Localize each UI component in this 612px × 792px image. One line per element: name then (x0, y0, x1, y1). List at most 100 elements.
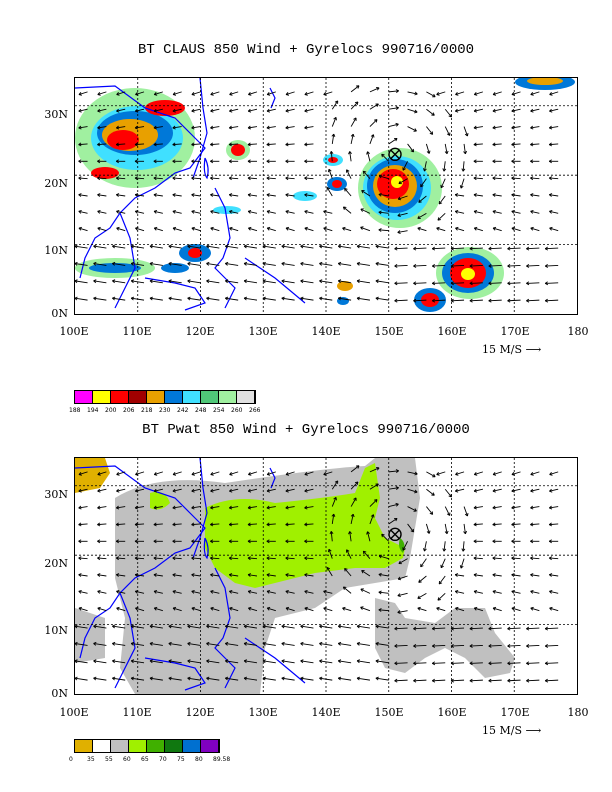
wind-vector-head (134, 159, 138, 162)
wind-vector-head (172, 556, 176, 559)
wind-vector-head (229, 92, 232, 95)
wind-vector (369, 134, 374, 145)
wind-vector (75, 643, 88, 646)
wind-vector (75, 660, 88, 664)
wind-vector (131, 643, 145, 646)
wind-vector (78, 126, 88, 129)
colorbar-label: 188 (69, 407, 81, 414)
wind-vector (530, 590, 540, 594)
wind-vector-head (319, 279, 323, 282)
wind-vector-head (450, 626, 454, 630)
wind-vector (507, 264, 521, 267)
wind-vector-head (474, 606, 478, 609)
wind-vector (507, 644, 521, 647)
wind-vector-head (172, 606, 177, 609)
wind-vector (455, 574, 465, 577)
panel2-lat-0n: 0N (51, 687, 68, 700)
panel2-colorbar-labels: 0 35 55 60 65 70 75 80 89.58 (69, 756, 269, 766)
wind-vector-head (492, 108, 496, 112)
wind-vector-head (247, 488, 251, 492)
wind-vector (526, 662, 540, 664)
wind-vector-head (398, 180, 401, 184)
wind-vector-head (488, 281, 492, 284)
wind-vector-head (492, 226, 497, 229)
colorbar-swatch (201, 740, 219, 752)
wind-vector (266, 574, 276, 577)
wind-vector (413, 282, 427, 284)
wind-vector (488, 662, 502, 664)
wind-vector (172, 590, 182, 594)
wind-vector (492, 590, 502, 594)
wind-vector (210, 210, 220, 214)
wind-vector (473, 574, 483, 577)
wind-vector (492, 194, 502, 197)
wind-vector (530, 177, 540, 180)
wind-vector-head (206, 624, 210, 627)
wind-vector (432, 679, 446, 682)
panel1-lon-160e: 160E (437, 325, 467, 338)
wind-vector-head (429, 512, 433, 515)
wind-vector-head (130, 296, 135, 299)
wind-vector-head (247, 176, 251, 179)
wind-vector (469, 679, 483, 682)
wind-vector (229, 590, 239, 594)
wind-vector (285, 471, 295, 475)
wind-vector (112, 677, 126, 681)
wind-vector (432, 247, 446, 250)
wind-vector-head (304, 505, 308, 509)
wind-vector-head (266, 209, 271, 212)
wind-vector (172, 227, 182, 232)
wind-vector (360, 226, 371, 232)
wind-vector-head (356, 101, 359, 105)
wind-vector (436, 227, 446, 232)
wind-vector (455, 227, 465, 232)
gyre-marker-cross (390, 149, 400, 159)
wind-vector-head (511, 488, 515, 492)
wind-vector (417, 212, 427, 219)
wind-vector (266, 523, 276, 526)
wind-vector-head (149, 659, 153, 662)
wind-vector-head (363, 170, 367, 173)
wind-vector (172, 210, 182, 214)
wind-vector-head (267, 606, 271, 609)
wind-vector (244, 297, 258, 301)
panel1-lon-150e: 150E (374, 325, 404, 338)
wind-vector (413, 299, 427, 302)
wind-vector (338, 677, 352, 681)
wind-vector-head (356, 641, 361, 644)
wind-vector-head (437, 597, 440, 601)
wind-vector-head (228, 539, 232, 542)
wind-vector (135, 523, 145, 526)
wind-vector-head (492, 176, 496, 179)
wind-vector (149, 660, 163, 664)
wind-vector (443, 161, 446, 172)
wind-vector-head (243, 641, 248, 644)
wind-vector-head (97, 606, 101, 609)
wind-vector-head (149, 244, 153, 247)
wind-vector-head (548, 176, 553, 179)
wind-vector (229, 126, 239, 129)
wind-vector (116, 523, 126, 526)
wind-vector (281, 263, 295, 266)
panel1-lat-10n: 10N (44, 244, 68, 257)
wind-vector-head (530, 573, 534, 576)
wind-vector-head (266, 92, 270, 95)
wind-vector-head (356, 676, 361, 679)
wind-vector-head (455, 226, 459, 229)
wind-vector-head (488, 264, 492, 267)
wind-vector (210, 590, 220, 594)
wind-vector (381, 153, 390, 162)
wind-vector-head (530, 472, 534, 475)
wind-vector (300, 660, 314, 664)
wind-vector-head (248, 589, 252, 592)
wind-vector (116, 488, 126, 492)
wind-vector-head (134, 556, 138, 559)
wind-vector-head (436, 226, 440, 229)
wind-vector-head (78, 209, 82, 212)
wind-vector-head (544, 661, 548, 664)
wind-vector (402, 541, 408, 551)
wind-vector (549, 210, 559, 214)
wind-vector-head (206, 641, 210, 644)
wind-vector (187, 625, 201, 629)
wind-vector (75, 297, 88, 301)
